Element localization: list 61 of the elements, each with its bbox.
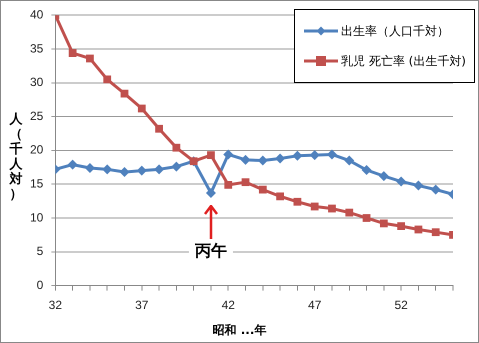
y-tick-label: 5 xyxy=(36,244,44,258)
point xyxy=(344,156,354,166)
point xyxy=(138,104,146,112)
point xyxy=(136,166,147,176)
annotation: 丙午 xyxy=(194,240,227,260)
point xyxy=(275,154,286,164)
point xyxy=(68,49,77,57)
point xyxy=(223,149,234,160)
point xyxy=(310,150,320,160)
point xyxy=(172,144,180,152)
point xyxy=(206,188,216,198)
y-tick-label: 35 xyxy=(30,41,44,56)
point xyxy=(154,164,164,174)
point xyxy=(362,214,370,222)
point xyxy=(242,178,250,186)
x-axis-title: 昭和 ...年 xyxy=(212,322,268,339)
point xyxy=(224,180,232,189)
point xyxy=(84,162,95,173)
x-tick-label: 42 xyxy=(222,298,236,312)
point xyxy=(378,171,389,182)
point xyxy=(294,198,302,206)
point xyxy=(362,165,372,176)
point xyxy=(380,220,388,228)
y-tick-label: 0 xyxy=(36,278,44,292)
y-tick-label: 40 xyxy=(30,8,44,22)
legend-label: 出生率（人口千対） xyxy=(341,22,449,40)
y-tick-label: 30 xyxy=(30,75,44,90)
point xyxy=(120,167,130,178)
point xyxy=(310,202,319,210)
x-tick-label: 47 xyxy=(308,298,322,312)
point xyxy=(68,160,78,170)
point xyxy=(240,154,251,165)
y-tick-label: 15 xyxy=(30,176,44,191)
point xyxy=(326,149,337,160)
point xyxy=(328,204,336,212)
point xyxy=(432,228,440,236)
y-tick-label: 25 xyxy=(30,108,44,123)
point xyxy=(276,192,284,200)
y-axis-title: 人（千人対） xyxy=(8,112,24,202)
y-tick-label: 20 xyxy=(30,142,44,157)
point xyxy=(86,54,94,62)
point xyxy=(413,180,424,191)
point xyxy=(120,90,128,98)
x-tick-label: 32 xyxy=(48,298,62,312)
legend-label: 乳児 死亡率 (出生千対) xyxy=(341,52,466,70)
point xyxy=(207,151,215,160)
point xyxy=(103,76,112,84)
point xyxy=(397,222,406,230)
point xyxy=(345,208,354,216)
point xyxy=(102,164,112,174)
x-tick-label: 37 xyxy=(135,298,149,312)
point xyxy=(155,124,163,133)
x-tick-label: 52 xyxy=(394,298,408,312)
point xyxy=(430,184,441,195)
y-tick-label: 10 xyxy=(30,210,44,224)
point xyxy=(414,226,422,234)
point xyxy=(171,162,182,172)
point xyxy=(258,156,268,166)
point xyxy=(292,150,302,161)
point xyxy=(396,176,406,186)
point xyxy=(258,186,267,194)
